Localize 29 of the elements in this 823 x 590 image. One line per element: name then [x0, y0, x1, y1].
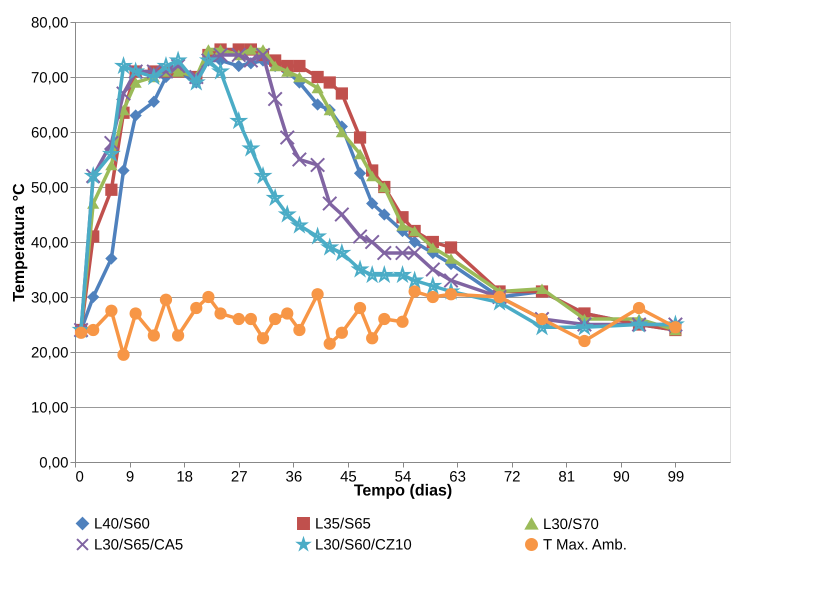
y-axis-title: Temperatura °C [10, 182, 28, 302]
legend-label: L35/S65 [315, 516, 371, 533]
y-tick-label: 20,00 [30, 344, 68, 362]
x-tick-label: 0 [76, 468, 84, 486]
y-tick-label: 60,00 [30, 124, 68, 142]
x-tick-label: 9 [126, 468, 134, 486]
y-tick-label: 40,00 [30, 234, 68, 252]
x-tick-label: 72 [504, 468, 521, 486]
x-tick-label: 18 [176, 468, 194, 486]
y-tick-label: 30,00 [30, 290, 68, 306]
x-tick-label: 81 [558, 468, 576, 486]
y-tick-label: 80,00 [30, 14, 68, 32]
x-tick-label: 27 [230, 468, 248, 486]
y-tick-label: 10,00 [30, 400, 68, 416]
legend-label: L30/S60/CZ10 [315, 536, 412, 554]
x-tick-label: 99 [668, 468, 684, 486]
x-tick-label: 45 [340, 468, 357, 486]
x-tick-label: 36 [285, 468, 302, 486]
y-tick-label: 50,00 [30, 180, 68, 196]
x-tick-label: 90 [612, 468, 630, 486]
x-tick-label: 54 [394, 468, 412, 486]
y-tick-label: 0,00 [39, 454, 68, 472]
legend-label: L40/S60 [94, 516, 150, 533]
legend-label: L30/S65/CA5 [94, 536, 184, 554]
x-axis-title: Tempo (dias) [354, 482, 452, 500]
legend-label: L30/S70 [543, 516, 599, 533]
x-tick-label: 63 [449, 468, 466, 486]
y-tick-label: 70,00 [30, 70, 68, 86]
legend-label: T Max. Amb. [543, 536, 627, 554]
